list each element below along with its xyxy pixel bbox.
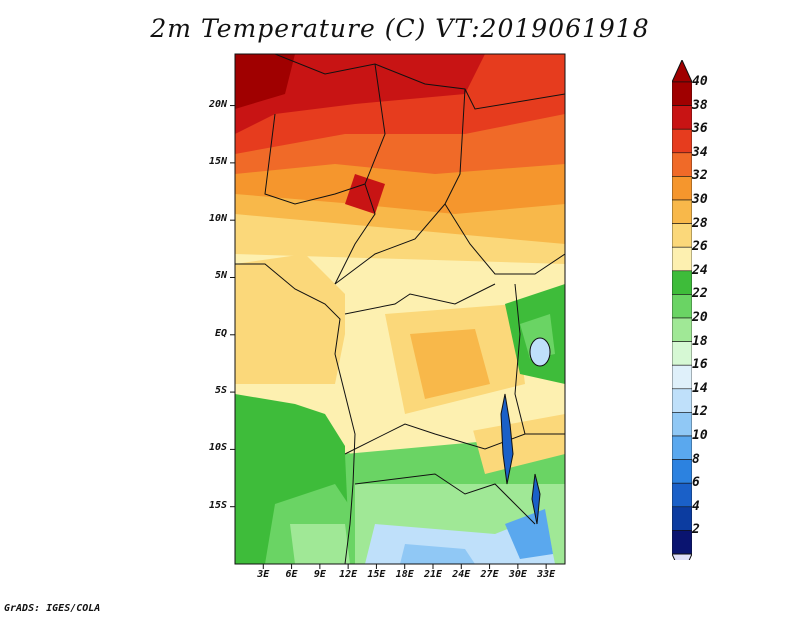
colorbar-swatch xyxy=(672,152,692,177)
colorbar-label: 26 xyxy=(692,239,708,255)
colorbar-swatch xyxy=(672,388,692,413)
temperature-field xyxy=(235,54,565,564)
x-tick-label: 12E xyxy=(339,569,358,580)
lake-tanganyika xyxy=(500,393,514,485)
colorbar-swatch xyxy=(672,176,692,201)
colorbar-swatch xyxy=(672,412,692,437)
x-tick-label: 9E xyxy=(313,569,326,580)
y-tick-label: 10N xyxy=(208,213,227,225)
colorbar-swatch xyxy=(672,530,692,555)
colorbar-label: 2 xyxy=(692,522,700,538)
colorbar-label: 40 xyxy=(692,74,708,89)
y-tick-label: 15S xyxy=(208,499,227,511)
y-tick-label: 20N xyxy=(208,98,227,110)
y-tick-label: 5S xyxy=(214,385,227,397)
colorbar-label: 16 xyxy=(692,357,708,373)
colorbar-label: 10 xyxy=(692,428,708,443)
x-tick-label: 24E xyxy=(452,569,471,580)
colorbar-swatch xyxy=(672,341,692,366)
colorbar-label: 8 xyxy=(692,451,700,467)
y-tick-label: 15N xyxy=(208,155,227,167)
colorbar-swatch xyxy=(672,294,692,319)
colorbar-swatch xyxy=(672,482,692,508)
y-tick-label: 10S xyxy=(208,442,227,454)
colorbar-label: 34 xyxy=(692,144,708,160)
colorbar-swatch xyxy=(672,81,692,106)
footer-credit: GrADS: IGES/COLA xyxy=(4,603,101,614)
x-tick-label: 30E xyxy=(508,569,527,580)
lake-malawi xyxy=(531,473,541,525)
colorbar-label: 32 xyxy=(692,168,708,184)
colorbar-label: 38 xyxy=(692,97,708,113)
colorbar-swatch xyxy=(672,223,692,248)
colorbar xyxy=(672,60,692,560)
colorbar-swatch xyxy=(672,105,692,130)
colorbar-swatch xyxy=(672,128,692,154)
chart-title: 2m Temperature (C) VT:2019061918 xyxy=(150,14,650,43)
x-tick-label: 21E xyxy=(423,569,443,580)
y-tick-label: EQ xyxy=(214,327,227,339)
x-tick-label: 15E xyxy=(367,569,386,580)
colorbar-label: 6 xyxy=(692,475,700,491)
x-tick-label: 6E xyxy=(285,569,298,580)
lake-victoria xyxy=(529,337,551,367)
colorbar-swatch xyxy=(672,459,692,484)
country-borders xyxy=(235,54,565,564)
colorbar-swatch xyxy=(672,435,692,460)
x-tick-label: 18E xyxy=(395,569,414,580)
x-tick-label: 33E xyxy=(537,569,556,580)
colorbar-label: 36 xyxy=(692,121,708,137)
x-tick-label: 27E xyxy=(480,569,499,580)
colorbar-label: 12 xyxy=(692,404,708,420)
colorbar-label: 14 xyxy=(692,380,708,396)
colorbar-swatch xyxy=(672,364,692,390)
colorbar-swatch xyxy=(672,506,692,531)
x-tick-label: 3E xyxy=(257,569,270,580)
colorbar-label: 28 xyxy=(692,215,708,231)
temperature-map xyxy=(230,53,566,569)
colorbar-label: 24 xyxy=(692,262,708,278)
colorbar-top-arrow xyxy=(672,60,692,83)
y-tick-label: 5N xyxy=(214,270,227,282)
colorbar-swatch xyxy=(672,270,692,295)
colorbar-label: 18 xyxy=(692,333,708,349)
colorbar-label: 22 xyxy=(692,286,708,302)
colorbar-swatch xyxy=(672,317,692,342)
y-tick-marks xyxy=(230,105,235,508)
x-tick-marks xyxy=(262,564,547,569)
colorbar-swatch xyxy=(672,246,692,272)
colorbar-bottom-arrow xyxy=(672,553,692,560)
colorbar-label: 20 xyxy=(692,310,708,325)
colorbar-label: 30 xyxy=(692,192,708,207)
colorbar-label: 4 xyxy=(692,498,700,514)
colorbar-swatch xyxy=(672,199,692,224)
